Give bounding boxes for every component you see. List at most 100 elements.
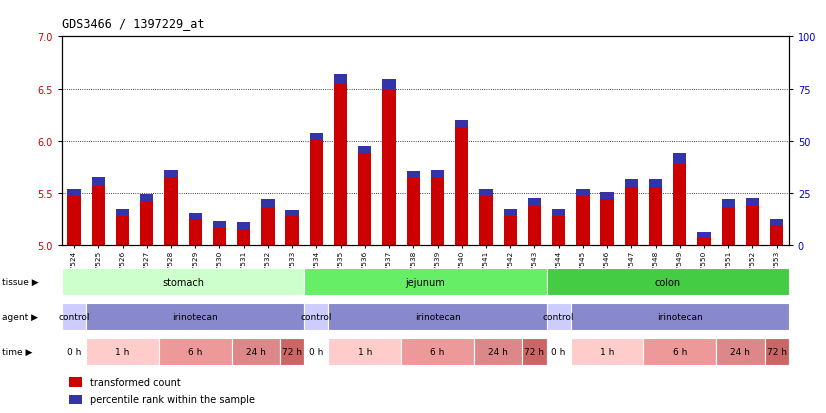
Bar bbox=[68, 190, 81, 197]
Bar bbox=[329, 339, 401, 366]
Bar bbox=[455, 128, 468, 246]
Bar bbox=[62, 339, 86, 366]
Bar bbox=[92, 178, 105, 186]
Text: 0 h: 0 h bbox=[309, 348, 324, 356]
Bar bbox=[528, 206, 541, 246]
Bar bbox=[601, 200, 614, 246]
Bar bbox=[401, 339, 474, 366]
Bar bbox=[431, 171, 444, 178]
Bar bbox=[358, 147, 372, 154]
Bar bbox=[68, 197, 81, 246]
Text: tissue ▶: tissue ▶ bbox=[2, 277, 39, 286]
Bar bbox=[86, 339, 159, 366]
Bar bbox=[304, 268, 547, 295]
Bar bbox=[571, 339, 643, 366]
Bar bbox=[382, 90, 396, 246]
Bar bbox=[722, 207, 735, 246]
Bar bbox=[765, 339, 789, 366]
Text: 24 h: 24 h bbox=[488, 348, 508, 356]
Text: 72 h: 72 h bbox=[767, 348, 786, 356]
Bar bbox=[86, 304, 304, 330]
Bar bbox=[382, 80, 396, 90]
Text: 72 h: 72 h bbox=[525, 348, 544, 356]
Bar bbox=[601, 192, 614, 200]
Text: irinotecan: irinotecan bbox=[657, 313, 703, 321]
Bar bbox=[722, 200, 735, 207]
Bar bbox=[304, 339, 329, 366]
Bar bbox=[116, 216, 129, 246]
Bar bbox=[329, 304, 547, 330]
Bar bbox=[577, 197, 590, 246]
Bar bbox=[746, 206, 759, 246]
Bar bbox=[479, 197, 492, 246]
Bar bbox=[62, 304, 86, 330]
Bar bbox=[116, 209, 129, 216]
Bar bbox=[286, 210, 299, 216]
Bar bbox=[504, 209, 517, 216]
Bar bbox=[310, 134, 323, 140]
Bar bbox=[69, 377, 83, 387]
Bar bbox=[716, 339, 765, 366]
Text: GDS3466 / 1397229_at: GDS3466 / 1397229_at bbox=[62, 17, 205, 29]
Bar bbox=[231, 339, 280, 366]
Bar bbox=[770, 220, 783, 226]
Bar bbox=[164, 171, 178, 178]
Bar bbox=[304, 304, 329, 330]
Text: 0 h: 0 h bbox=[552, 348, 566, 356]
Bar bbox=[455, 121, 468, 128]
Bar bbox=[547, 339, 571, 366]
Bar bbox=[522, 339, 547, 366]
Text: percentile rank within the sample: percentile rank within the sample bbox=[89, 394, 254, 404]
Bar bbox=[334, 75, 347, 85]
Text: 6 h: 6 h bbox=[430, 348, 444, 356]
Bar bbox=[479, 190, 492, 197]
Bar bbox=[697, 238, 710, 246]
Bar bbox=[140, 202, 154, 246]
Text: 24 h: 24 h bbox=[246, 348, 266, 356]
Text: 0 h: 0 h bbox=[67, 348, 81, 356]
Text: 6 h: 6 h bbox=[672, 348, 687, 356]
Text: 1 h: 1 h bbox=[358, 348, 372, 356]
Bar bbox=[673, 164, 686, 246]
Bar bbox=[334, 85, 347, 246]
Bar bbox=[140, 195, 154, 202]
Bar bbox=[406, 179, 420, 246]
Bar bbox=[528, 199, 541, 206]
Text: 6 h: 6 h bbox=[188, 348, 202, 356]
Bar bbox=[62, 268, 304, 295]
Bar bbox=[280, 339, 304, 366]
Text: 1 h: 1 h bbox=[116, 348, 130, 356]
Bar bbox=[159, 339, 231, 366]
Text: control: control bbox=[301, 313, 332, 321]
Bar bbox=[474, 339, 522, 366]
Bar bbox=[552, 216, 565, 246]
Text: irinotecan: irinotecan bbox=[173, 313, 218, 321]
Bar bbox=[643, 339, 716, 366]
Text: control: control bbox=[543, 313, 574, 321]
Bar bbox=[649, 180, 662, 188]
Bar bbox=[552, 209, 565, 216]
Bar bbox=[261, 200, 274, 207]
Bar bbox=[69, 395, 83, 404]
Bar bbox=[237, 223, 250, 229]
Text: agent ▶: agent ▶ bbox=[2, 313, 39, 322]
Bar bbox=[188, 214, 202, 220]
Bar bbox=[213, 222, 226, 228]
Bar bbox=[406, 172, 420, 179]
Bar bbox=[697, 232, 710, 238]
Bar bbox=[571, 304, 789, 330]
Bar bbox=[624, 180, 638, 188]
Bar bbox=[770, 226, 783, 246]
Text: 24 h: 24 h bbox=[730, 348, 750, 356]
Bar bbox=[547, 268, 789, 295]
Bar bbox=[310, 140, 323, 246]
Text: colon: colon bbox=[655, 277, 681, 287]
Bar bbox=[286, 216, 299, 246]
Text: transformed count: transformed count bbox=[89, 377, 180, 387]
Bar bbox=[673, 154, 686, 164]
Bar bbox=[746, 199, 759, 206]
Text: 72 h: 72 h bbox=[282, 348, 302, 356]
Bar bbox=[577, 190, 590, 197]
Bar bbox=[649, 188, 662, 246]
Bar bbox=[92, 186, 105, 246]
